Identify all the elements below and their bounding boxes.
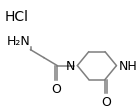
Text: NH: NH <box>118 60 137 72</box>
Text: HCl: HCl <box>5 10 29 24</box>
Text: N: N <box>66 60 75 72</box>
Text: O: O <box>101 96 111 108</box>
Text: H₂N: H₂N <box>7 35 30 48</box>
Text: O: O <box>51 82 61 95</box>
